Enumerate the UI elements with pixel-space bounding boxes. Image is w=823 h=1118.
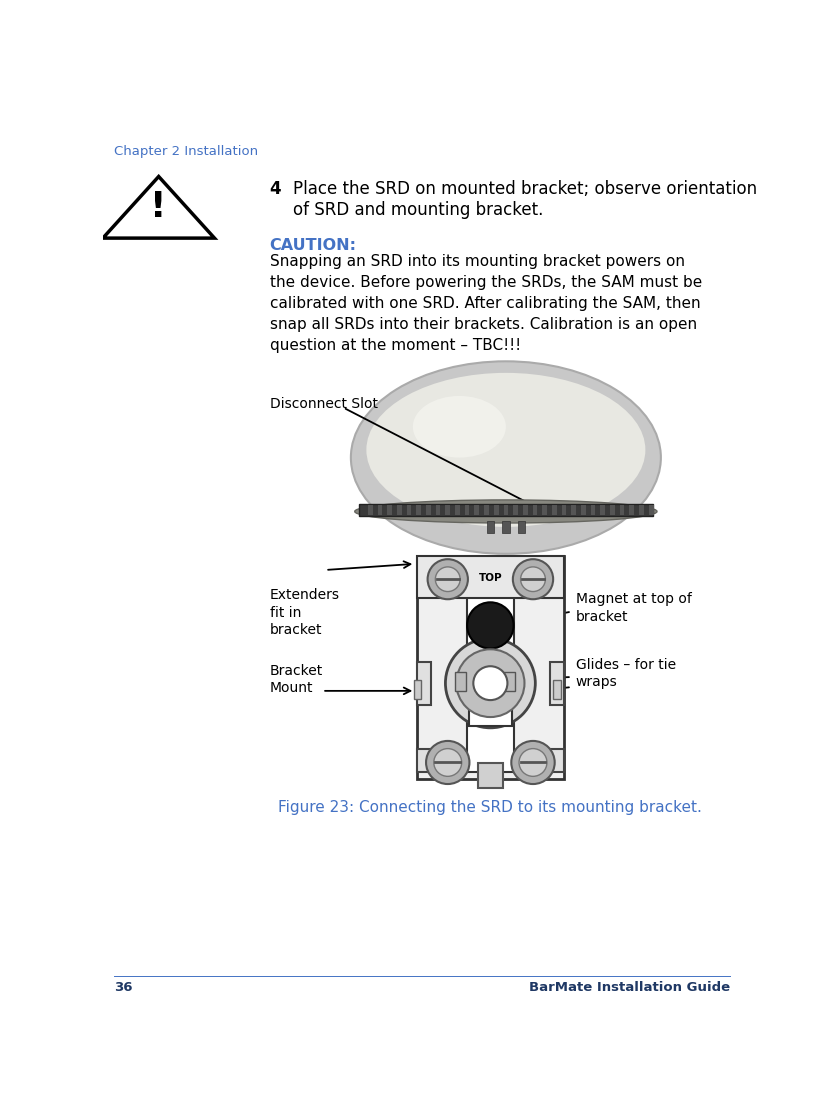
Text: Snapping an SRD into its mounting bracket powers on
the device. Before powering : Snapping an SRD into its mounting bracke… xyxy=(269,254,702,352)
Bar xyxy=(478,764,503,788)
Bar xyxy=(639,505,644,514)
Text: Extenders
fit in
bracket: Extenders fit in bracket xyxy=(269,588,340,637)
Bar xyxy=(416,749,430,771)
Circle shape xyxy=(519,749,547,776)
Circle shape xyxy=(456,650,524,717)
Bar xyxy=(494,505,499,514)
Bar xyxy=(561,505,566,514)
Bar xyxy=(467,571,514,771)
Text: Chapter 2 Installation: Chapter 2 Installation xyxy=(114,145,258,158)
Bar xyxy=(416,556,564,598)
Text: CAUTION:: CAUTION: xyxy=(269,238,356,253)
Bar xyxy=(468,683,512,726)
Text: TOP: TOP xyxy=(478,572,502,582)
Circle shape xyxy=(426,741,469,784)
Text: Bracket
Mount: Bracket Mount xyxy=(269,664,323,695)
Bar xyxy=(504,505,508,514)
Bar xyxy=(550,662,564,704)
Ellipse shape xyxy=(351,361,661,553)
Circle shape xyxy=(473,666,508,700)
Circle shape xyxy=(521,567,546,591)
Bar xyxy=(550,749,564,771)
Bar xyxy=(601,505,605,514)
Circle shape xyxy=(435,567,460,591)
Bar xyxy=(502,521,509,533)
Bar xyxy=(416,505,421,514)
Bar xyxy=(378,505,382,514)
Bar xyxy=(435,505,440,514)
Bar xyxy=(455,505,460,514)
Ellipse shape xyxy=(413,396,506,457)
Ellipse shape xyxy=(366,373,645,527)
Bar xyxy=(486,521,495,533)
Bar xyxy=(426,505,430,514)
Bar xyxy=(416,662,430,704)
Bar xyxy=(542,505,547,514)
Text: BarMate Installation Guide: BarMate Installation Guide xyxy=(528,982,730,994)
Bar xyxy=(552,505,556,514)
Bar xyxy=(610,505,615,514)
Bar xyxy=(414,680,421,699)
Bar xyxy=(465,505,469,514)
Bar xyxy=(620,505,625,514)
Circle shape xyxy=(513,559,553,599)
Bar xyxy=(388,505,392,514)
Bar xyxy=(523,505,528,514)
Bar xyxy=(553,680,561,699)
Bar xyxy=(518,521,525,533)
Bar xyxy=(514,505,518,514)
Bar xyxy=(445,505,450,514)
Bar xyxy=(475,505,479,514)
Text: 36: 36 xyxy=(114,982,133,994)
Bar xyxy=(649,505,653,514)
Bar xyxy=(397,505,402,514)
Bar xyxy=(416,556,564,779)
Bar xyxy=(581,505,586,514)
Circle shape xyxy=(428,559,468,599)
Text: Figure 23: Connecting the SRD to its mounting bracket.: Figure 23: Connecting the SRD to its mou… xyxy=(278,800,702,815)
Ellipse shape xyxy=(355,500,657,523)
Circle shape xyxy=(445,638,535,728)
Bar xyxy=(630,505,635,514)
Circle shape xyxy=(511,741,555,784)
Bar xyxy=(504,672,515,691)
Text: Glides – for tie
wraps: Glides – for tie wraps xyxy=(575,657,676,689)
Bar xyxy=(407,505,412,514)
Bar xyxy=(532,505,537,514)
Bar xyxy=(455,672,466,691)
Circle shape xyxy=(434,749,462,776)
Text: Disconnect Slot: Disconnect Slot xyxy=(269,397,378,410)
Bar xyxy=(484,505,489,514)
Text: 4: 4 xyxy=(269,180,281,198)
Text: Magnet at top of
bracket: Magnet at top of bracket xyxy=(575,593,691,624)
Bar xyxy=(359,504,653,517)
Text: Place the SRD on mounted bracket; observe orientation
of SRD and mounting bracke: Place the SRD on mounted bracket; observ… xyxy=(293,180,757,219)
Bar xyxy=(591,505,595,514)
Circle shape xyxy=(467,603,514,648)
Bar xyxy=(368,505,373,514)
Text: !: ! xyxy=(151,190,167,225)
Bar xyxy=(571,505,576,514)
